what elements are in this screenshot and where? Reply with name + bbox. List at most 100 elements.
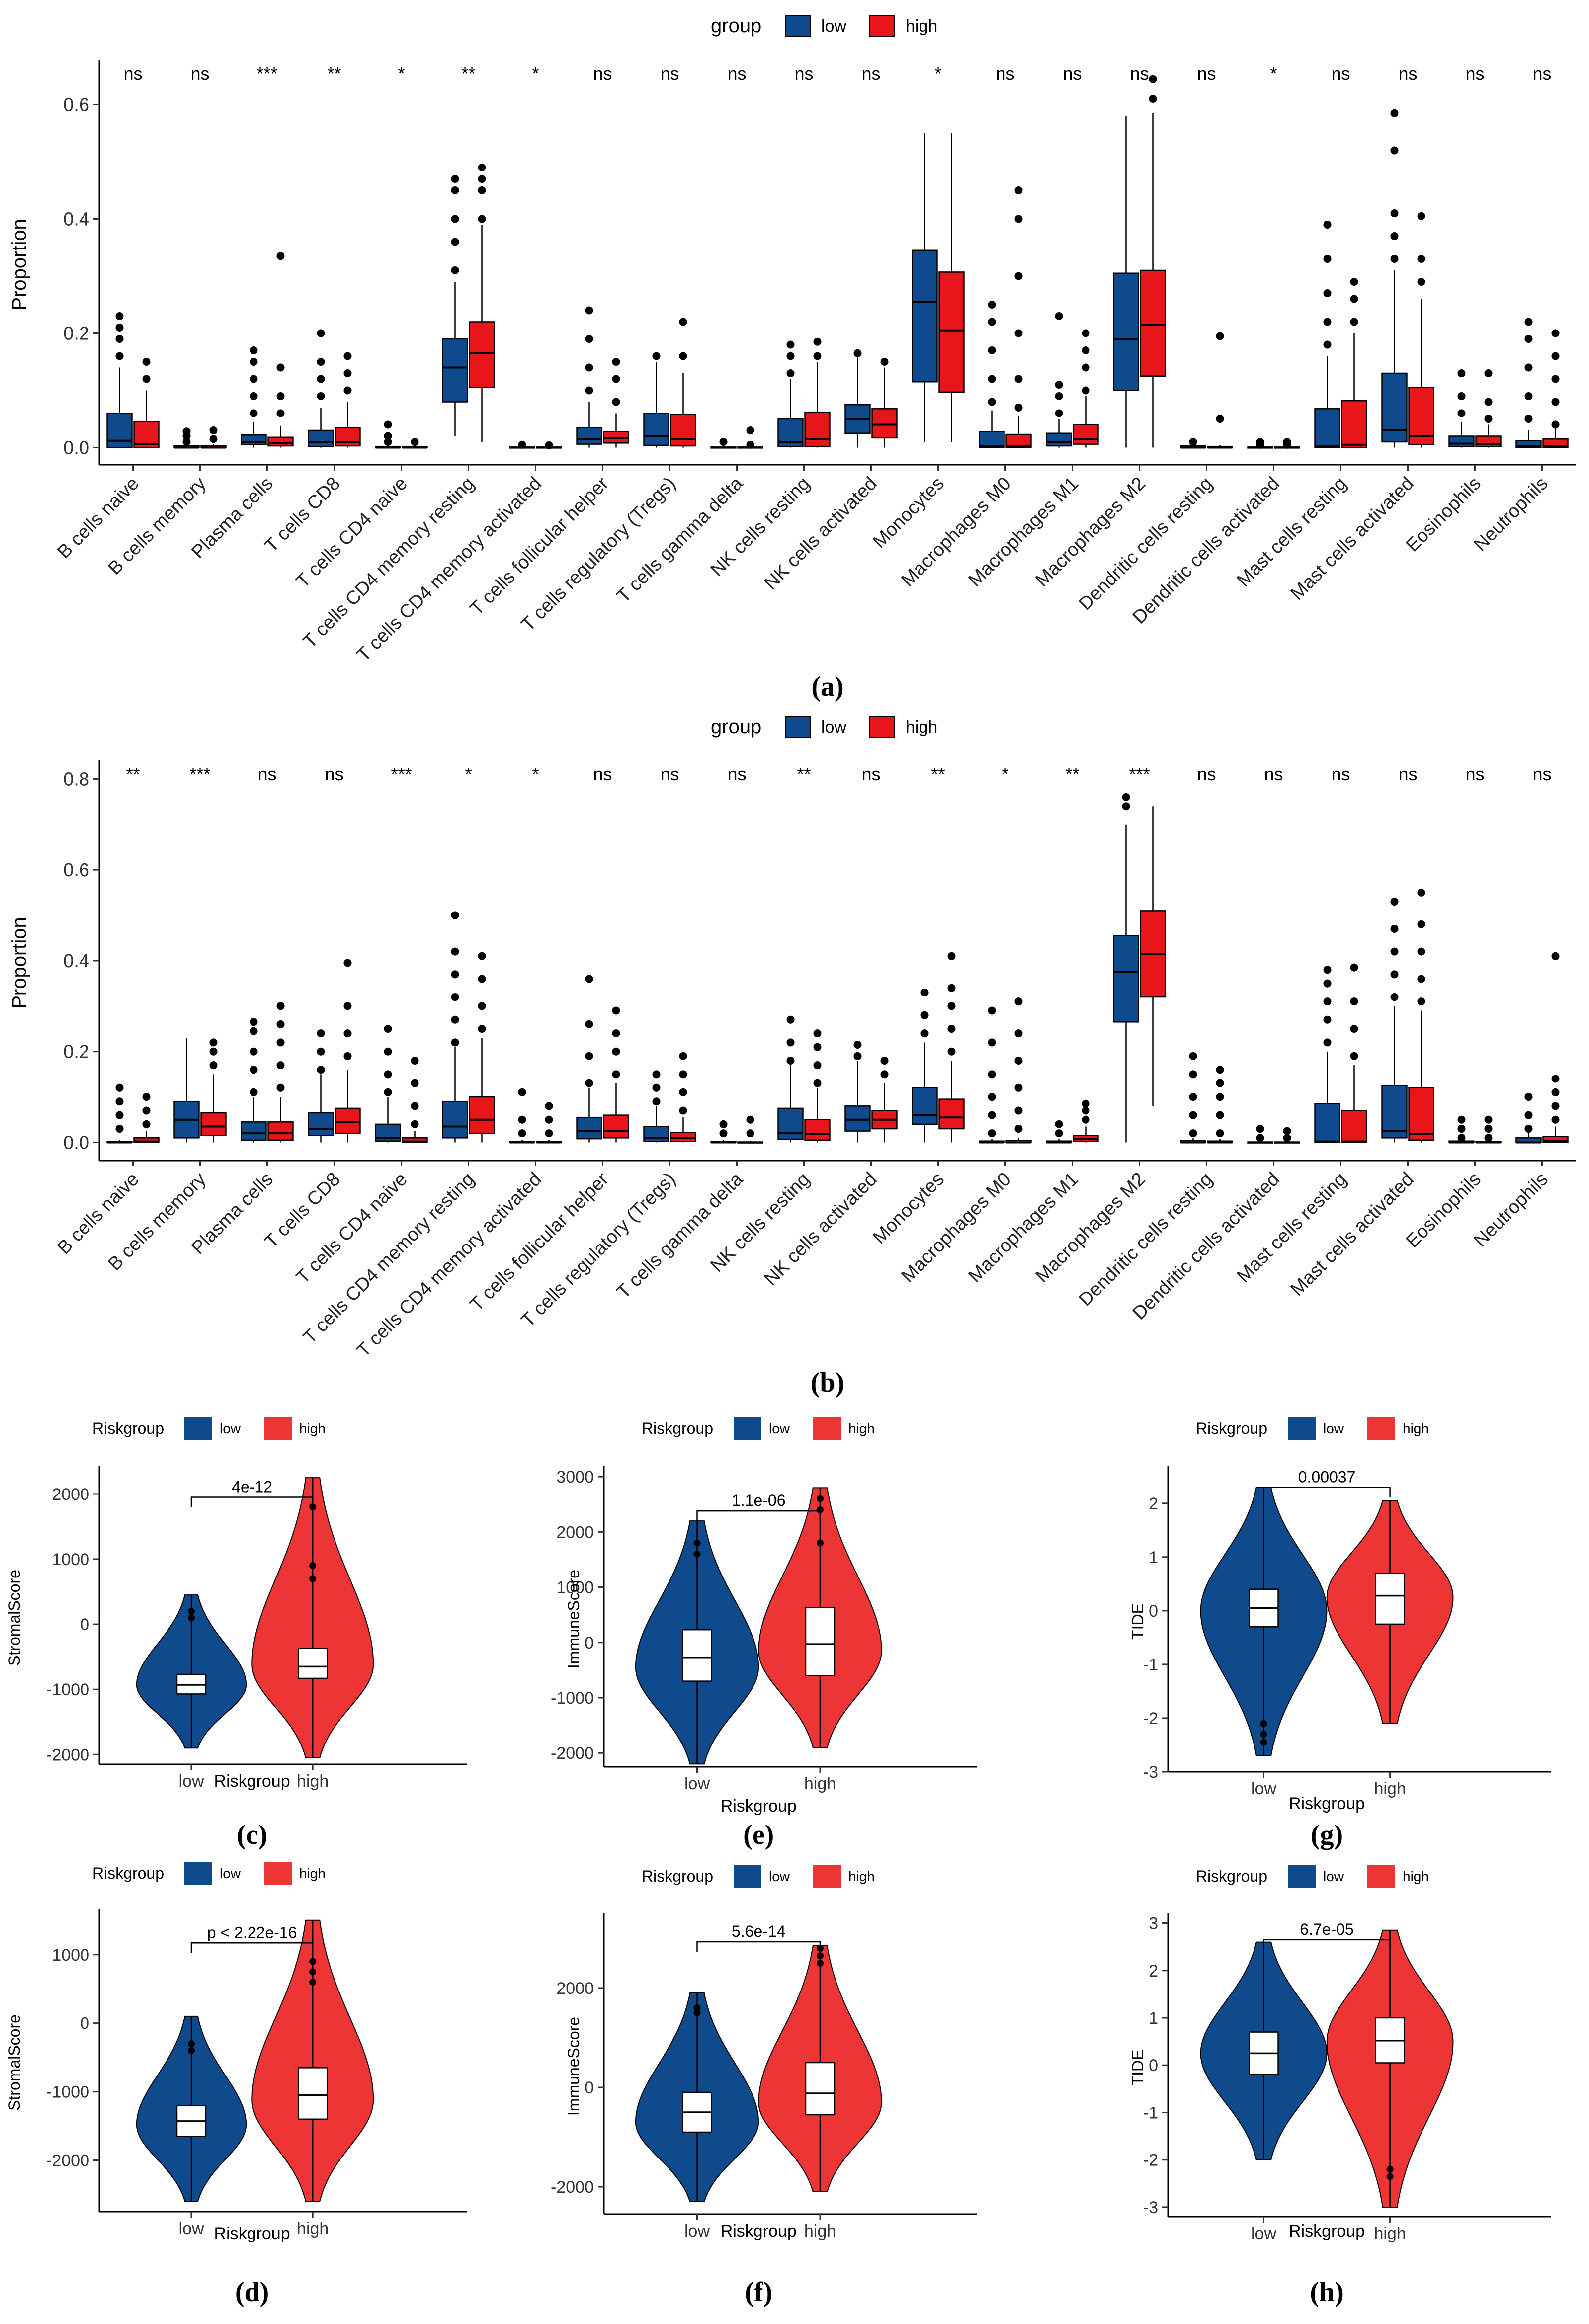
outlier-point: [142, 1120, 151, 1128]
significance-label: *: [1270, 63, 1277, 83]
outlier-point: [947, 952, 956, 960]
outlier-point: [115, 1097, 124, 1106]
x-tick-label: low: [178, 2219, 204, 2238]
y-tick-label: -1: [1143, 2103, 1158, 2122]
box-low: [442, 338, 468, 403]
legend: group low high: [711, 716, 937, 738]
box-low: [308, 429, 334, 447]
outlier-point: [746, 440, 754, 449]
outlier-point: [1323, 966, 1332, 974]
significance-label: ns: [1532, 764, 1551, 784]
significance-label: ns: [1264, 764, 1283, 784]
outlier-point: [411, 1079, 419, 1087]
significance-label: **: [327, 63, 341, 83]
outlier-point: [612, 1070, 620, 1079]
x-tick-label: Dendritic cells resting: [1075, 473, 1217, 615]
outlier-point: [786, 340, 795, 349]
legend-swatch-low: [183, 1416, 213, 1441]
outlier-point: [1390, 209, 1399, 217]
outlier-point: [545, 1102, 553, 1110]
outlier-point: [478, 175, 486, 183]
outlier-point: [250, 1047, 258, 1056]
significance-bracket: [696, 1510, 821, 1521]
outlier-point: [1417, 920, 1425, 928]
outlier-point: [1216, 1111, 1224, 1119]
y-tick-label: 0.6: [63, 95, 89, 116]
outlier-point: [1551, 1102, 1560, 1110]
outlier-point: [1350, 318, 1358, 326]
box-high: [469, 321, 495, 388]
significance-label: ns: [794, 63, 813, 83]
outlier-point: [719, 1129, 728, 1138]
outlier-point: [1524, 392, 1533, 400]
outlier-point: [182, 427, 191, 436]
outlier-point: [1457, 369, 1466, 377]
box-high: [670, 414, 696, 447]
outlier-point: [317, 329, 325, 337]
y-tick-label: -1: [1143, 1656, 1158, 1674]
outlier-point: [276, 1083, 285, 1092]
legend-label-low: low: [769, 1869, 790, 1884]
outlier-point: [451, 1015, 459, 1024]
outlier-point: [478, 975, 486, 983]
outlier-point: [652, 1097, 661, 1106]
outlier-point: [719, 438, 728, 446]
outlier-point: [1014, 404, 1023, 412]
significance-label: ns: [861, 63, 880, 83]
outlier-point: [309, 1968, 317, 1976]
outlier-point: [1082, 346, 1090, 354]
y-tick-label: 2: [1149, 1494, 1158, 1513]
outlier-point: [250, 346, 258, 354]
x-tick-label: Macrophages M1: [965, 473, 1083, 591]
x-axis-title: Riskgroup: [721, 1797, 797, 1816]
outlier-point: [1390, 109, 1399, 117]
outlier-point: [411, 1102, 419, 1110]
x-tick-label: NK cells activated: [760, 473, 881, 594]
box-high: [804, 1119, 831, 1141]
box-high: [335, 1107, 361, 1134]
outlier-point: [1122, 802, 1130, 811]
outlier-point: [1014, 997, 1023, 1006]
outlier-point: [1323, 979, 1332, 988]
p-value-label: 0.00037: [1298, 1468, 1356, 1486]
outlier-point: [679, 352, 687, 360]
outlier-point: [115, 1111, 124, 1119]
outlier-point: [947, 984, 956, 992]
box-high: [267, 1121, 294, 1141]
outlier-point: [1524, 1125, 1533, 1133]
outlier-point: [1386, 2165, 1394, 2173]
outlier-point: [1256, 1125, 1264, 1133]
outlier-point: [988, 1070, 996, 1079]
outlier-point: [1551, 329, 1560, 337]
outlier-point: [679, 1088, 687, 1096]
outlier-point: [209, 426, 218, 434]
outlier-point: [1283, 1127, 1291, 1135]
significance-label: ns: [1398, 764, 1417, 784]
outlier-point: [209, 435, 218, 443]
x-tick-label: high: [297, 2219, 329, 2238]
legend-title: Riskgroup: [1196, 1419, 1267, 1437]
x-axis-title: Riskgroup: [721, 2222, 797, 2241]
y-tick-label: 1: [1149, 1548, 1158, 1567]
outlier-point: [1457, 392, 1466, 400]
outlier-point: [276, 1061, 285, 1070]
outlier-point: [343, 386, 352, 395]
y-tick-label: 2000: [52, 1485, 89, 1504]
panel-caption: (a): [811, 671, 843, 702]
outlier-point: [451, 911, 459, 919]
outlier-point: [1283, 1134, 1291, 1142]
outlier-point: [1417, 212, 1425, 220]
box-high: [871, 408, 898, 439]
outlier-point: [1014, 1125, 1023, 1133]
box-high: [938, 271, 965, 393]
legend-label-low: low: [220, 1866, 241, 1881]
significance-label: ***: [189, 764, 210, 784]
outlier-point: [276, 392, 285, 400]
outlier-point: [1149, 75, 1157, 83]
outlier-point: [612, 1029, 620, 1038]
outlier-point: [343, 1052, 352, 1060]
box-high: [1542, 1136, 1569, 1143]
significance-label: **: [461, 63, 475, 83]
outlier-point: [920, 988, 929, 996]
box-high: [1375, 1573, 1405, 1625]
